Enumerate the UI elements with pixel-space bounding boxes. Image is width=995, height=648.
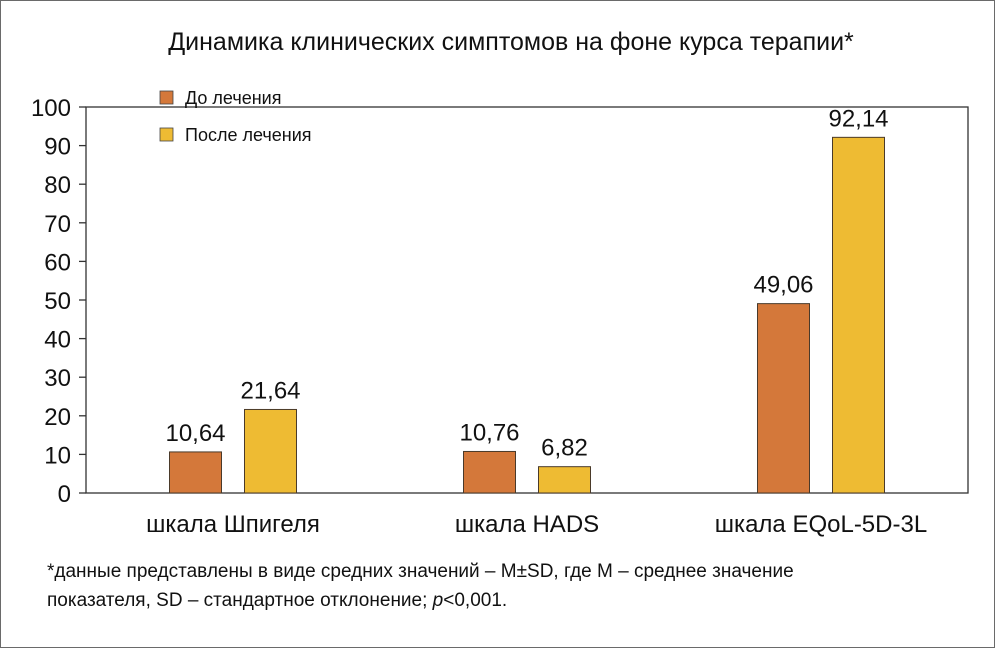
bar-value-label: 92,14 [828, 105, 888, 132]
y-tick-label: 40 [44, 327, 71, 354]
y-tick-label: 30 [44, 365, 71, 392]
footnote-line-1: *данные представлены в виде средних знач… [47, 561, 794, 582]
footnote-line-2: показателя, SD – стандартное отклонение;… [47, 586, 967, 615]
bar-after-1 [538, 466, 591, 494]
bar-value-label: 21,64 [240, 377, 300, 404]
y-tick-label: 20 [44, 404, 71, 431]
bar-value-label: 49,06 [753, 272, 813, 299]
x-category-label: шкала Шпигеля [146, 511, 320, 538]
bars-group: 10,64 21,64 10,76 6,82 49,06 92,14 [165, 105, 889, 494]
bar-after-2 [832, 136, 885, 494]
y-tick-label: 0 [58, 481, 71, 508]
bar-value-label: 10,64 [165, 420, 225, 447]
legend-swatch-after [159, 127, 174, 142]
footnote-line-2-suffix: <0,001. [443, 590, 508, 611]
footnote-line-2-prefix: показателя, SD – стандартное отклонение; [47, 590, 433, 611]
footnote: *данные представлены в виде средних знач… [47, 557, 967, 615]
legend-label-before: До лечения [185, 88, 281, 108]
bar-after-0 [244, 408, 297, 494]
bar-value-label: 6,82 [541, 435, 588, 462]
legend-swatch-before [159, 90, 174, 105]
y-axis: 0 10 20 30 40 50 60 70 80 90 100 [31, 95, 86, 508]
y-tick-label: 100 [31, 95, 71, 122]
x-category-label: шкала EQoL-5D-3L [715, 511, 927, 538]
y-tick-label: 10 [44, 442, 71, 469]
y-tick-label: 80 [44, 172, 71, 199]
bar-before-1 [463, 450, 516, 494]
legend-label-after: После лечения [185, 125, 312, 145]
footnote-p-symbol: p [432, 590, 444, 611]
y-tick-label: 90 [44, 134, 71, 161]
x-category-label: шкала HADS [455, 511, 599, 538]
bar-before-0 [169, 451, 222, 494]
chart-title: Динамика клинических симптомов на фоне к… [168, 28, 854, 56]
bar-before-2 [757, 303, 810, 494]
legend: До лечения После лечения [159, 88, 312, 145]
x-axis: шкала Шпигеля шкала HADS шкала EQoL-5D-3L [146, 511, 927, 538]
y-tick-label: 70 [44, 211, 71, 238]
bar-value-label: 10,76 [459, 419, 519, 446]
y-tick-label: 50 [44, 288, 71, 315]
y-tick-label: 60 [44, 249, 71, 276]
